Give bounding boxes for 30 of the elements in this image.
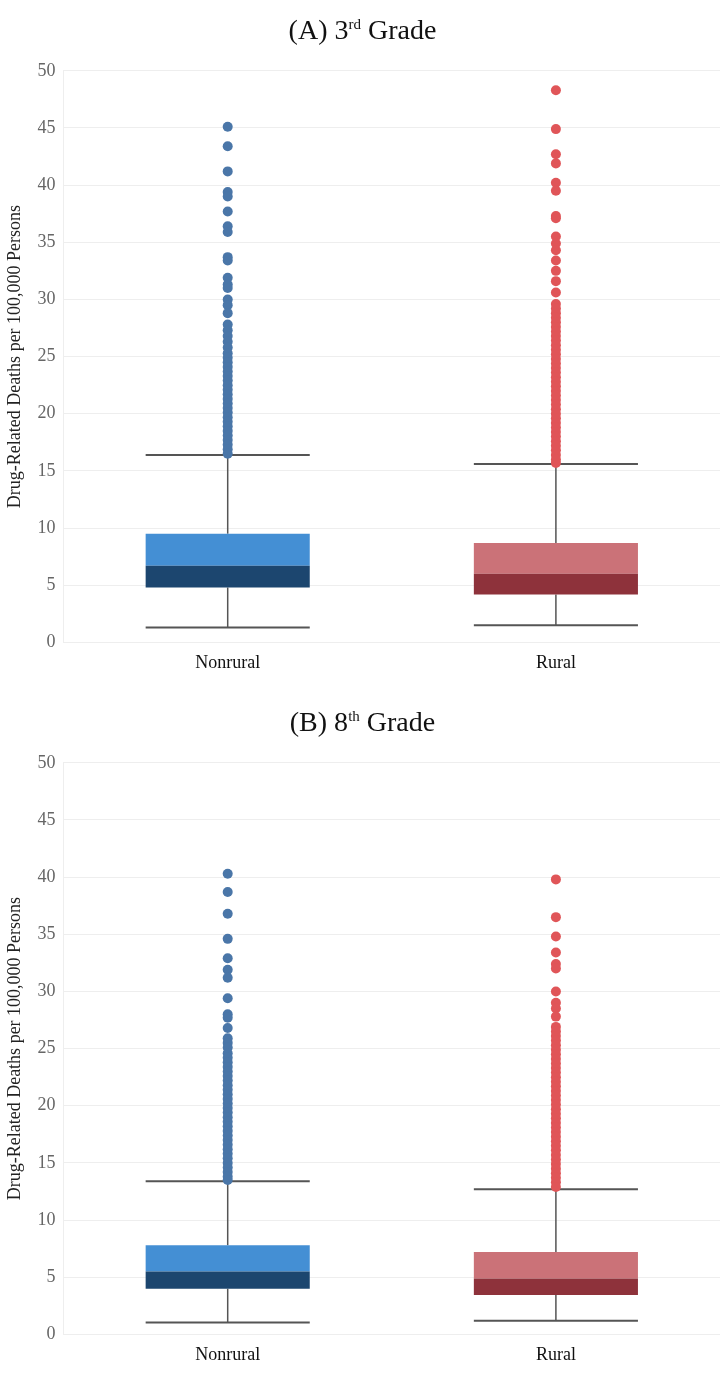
y-tick-label: 30 [37, 288, 56, 309]
y-tick-label: 25 [37, 1037, 56, 1058]
y-tick-label: 35 [37, 231, 56, 252]
chart-title: (B) 8$^{th}$ Grade [288, 705, 437, 740]
y-tick-label: 10 [37, 516, 56, 537]
y-tick-label: 50 [37, 59, 56, 80]
y-tick-label: 5 [46, 573, 56, 594]
x-tick-label: Nonrural [195, 651, 261, 672]
y-axis-title: Drug-Related Deaths per 100,000 Persons [3, 896, 24, 1201]
y-tick-label: 50 [37, 751, 56, 772]
x-tick-label: Rural [535, 651, 576, 672]
y-tick-label: 0 [46, 1323, 56, 1344]
y-tick-label: 20 [37, 1094, 56, 1115]
x-tick-label: Nonrural [195, 1343, 261, 1364]
y-tick-label: 10 [37, 1208, 56, 1229]
y-tick-label: 45 [37, 808, 56, 829]
y-tick-label: 40 [37, 173, 56, 194]
y-tick-label: 30 [37, 980, 56, 1001]
y-tick-label: 0 [46, 631, 56, 652]
y-tick-label: 45 [37, 116, 56, 137]
y-tick-label: 5 [46, 1265, 56, 1286]
chart-title: (A) 3$^{rd}$ Grade [287, 13, 438, 48]
x-tick-label: Rural [535, 1343, 576, 1364]
y-axis-title: Drug-Related Deaths per 100,000 Persons [3, 204, 24, 509]
y-tick-label: 15 [37, 459, 56, 480]
y-tick-label: 35 [37, 923, 56, 944]
y-tick-label: 40 [37, 865, 56, 886]
y-tick-label: 15 [37, 1151, 56, 1172]
y-tick-label: 25 [37, 345, 56, 366]
y-tick-label: 20 [37, 402, 56, 423]
